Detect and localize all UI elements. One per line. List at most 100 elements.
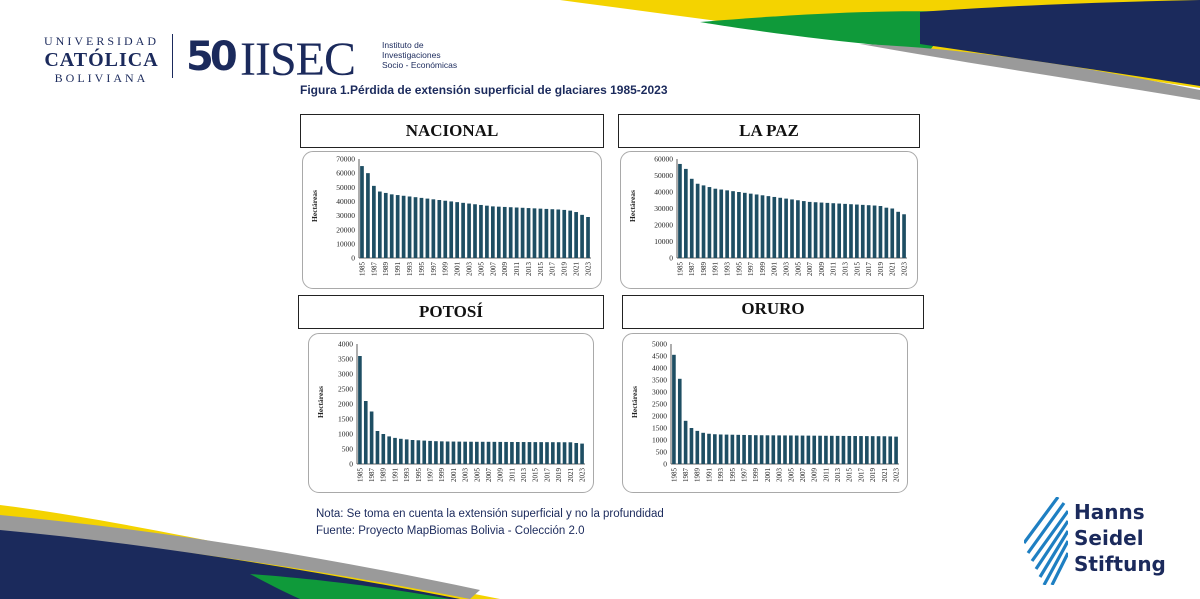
bar (783, 435, 787, 464)
x-tick-label: 2009 (497, 468, 505, 483)
hss-logo-line: Stiftung (1074, 552, 1166, 576)
x-tick-label: 2011 (830, 262, 838, 276)
bar (865, 436, 869, 464)
x-tick-label: 2013 (841, 262, 849, 277)
bar (461, 202, 465, 258)
bar (389, 194, 394, 258)
y-tick-label: 500 (342, 445, 354, 454)
bar (701, 185, 706, 258)
y-tick-label: 1500 (338, 415, 353, 424)
hss-logo-text: Hanns Seidel Stiftung (1074, 499, 1166, 577)
bar (742, 434, 746, 464)
bar (724, 434, 729, 464)
bar (765, 435, 770, 464)
bar (416, 440, 421, 464)
bar (387, 436, 391, 464)
bar (514, 207, 519, 258)
bottom-left-green-swoosh (250, 574, 450, 599)
x-tick-label: 2009 (501, 262, 509, 277)
bar (375, 431, 380, 464)
bar (449, 201, 454, 258)
x-tick-label: 1985 (670, 468, 678, 483)
ucb-logo-line2: CATÓLICA (44, 49, 159, 71)
bar (455, 202, 459, 258)
bar (812, 435, 817, 464)
bar (550, 209, 555, 258)
x-tick-label: 2009 (818, 262, 826, 277)
ucb-logo-line3: BOLIVIANA (54, 71, 149, 85)
y-tick-label: 3000 (652, 388, 667, 397)
y-axis-label: Hectáreas (310, 190, 319, 222)
x-tick-label: 2023 (578, 468, 586, 483)
x-tick-label: 2013 (520, 468, 528, 483)
x-tick-label: 1999 (759, 262, 767, 277)
y-tick-label: 0 (669, 254, 673, 263)
y-tick-label: 2000 (652, 412, 667, 421)
bar (866, 205, 871, 258)
x-tick-label: 2001 (450, 468, 458, 483)
x-tick-label: 2015 (853, 262, 861, 277)
bar (860, 204, 865, 258)
x-tick-label: 2009 (811, 468, 819, 483)
iisec-wordmark: IISEC (240, 33, 356, 86)
bar (425, 198, 430, 258)
x-tick-label: 2017 (543, 468, 551, 483)
y-tick-label: 2000 (338, 400, 353, 409)
y-tick-label: 30000 (654, 204, 673, 213)
x-tick-label: 1991 (705, 468, 713, 483)
bar (718, 434, 723, 464)
y-tick-label: 20000 (336, 225, 355, 234)
bar (771, 435, 776, 464)
bar (872, 205, 877, 258)
bar (410, 440, 415, 464)
bar (878, 206, 883, 258)
bar (469, 441, 473, 464)
bar (381, 434, 386, 464)
y-tick-label: 3500 (652, 376, 667, 385)
y-tick-label: 0 (349, 460, 353, 469)
bar (562, 442, 567, 464)
bar (707, 187, 712, 258)
x-tick-label: 1995 (729, 468, 737, 483)
y-tick-label: 10000 (654, 237, 673, 246)
bar (672, 354, 676, 464)
chart-potosi-svg: 0 500 1000 1500 2000 2500 3000 3500 4000 Hectárea… (316, 340, 586, 483)
bar (491, 206, 495, 258)
bar (473, 204, 477, 258)
iisec-anniversary-number: 50 (186, 34, 238, 80)
bar (777, 435, 781, 464)
x-tick-label: 2005 (794, 262, 802, 277)
x-tick-label: 1999 (438, 468, 446, 483)
x-tick-label: 1989 (694, 468, 702, 483)
bar (695, 183, 700, 258)
x-tick-label: 2015 (537, 262, 545, 277)
y-axis-label: Hectáreas (628, 190, 637, 222)
bar (360, 166, 364, 258)
bar (434, 441, 438, 464)
bar (790, 199, 794, 258)
y-tick-label: 500 (656, 448, 668, 457)
panel-title-potosi: POTOSÍ (298, 295, 604, 329)
bar (725, 190, 729, 258)
chart-oruro: 0 500 1000 1500 2000 2500 3000 3500 4000 4500 5000… (622, 333, 908, 493)
bar (538, 208, 543, 258)
bar (496, 206, 501, 258)
x-tick-label: 1997 (747, 262, 755, 277)
x-tick-label: 2007 (806, 262, 814, 277)
x-tick-label: 1999 (752, 468, 760, 483)
bar (508, 207, 513, 258)
bar (760, 195, 765, 258)
bar (902, 214, 906, 258)
bar (737, 192, 741, 258)
bar (504, 441, 508, 464)
x-tick-label: 2023 (892, 468, 900, 483)
bar (713, 434, 717, 464)
bar (677, 378, 682, 464)
bar (730, 434, 735, 464)
bar (689, 428, 694, 464)
x-tick-label: 2007 (489, 262, 497, 277)
x-tick-label: 1991 (712, 262, 720, 277)
x-tick-label: 2021 (573, 262, 581, 277)
bar (824, 435, 828, 464)
bar (395, 195, 400, 258)
